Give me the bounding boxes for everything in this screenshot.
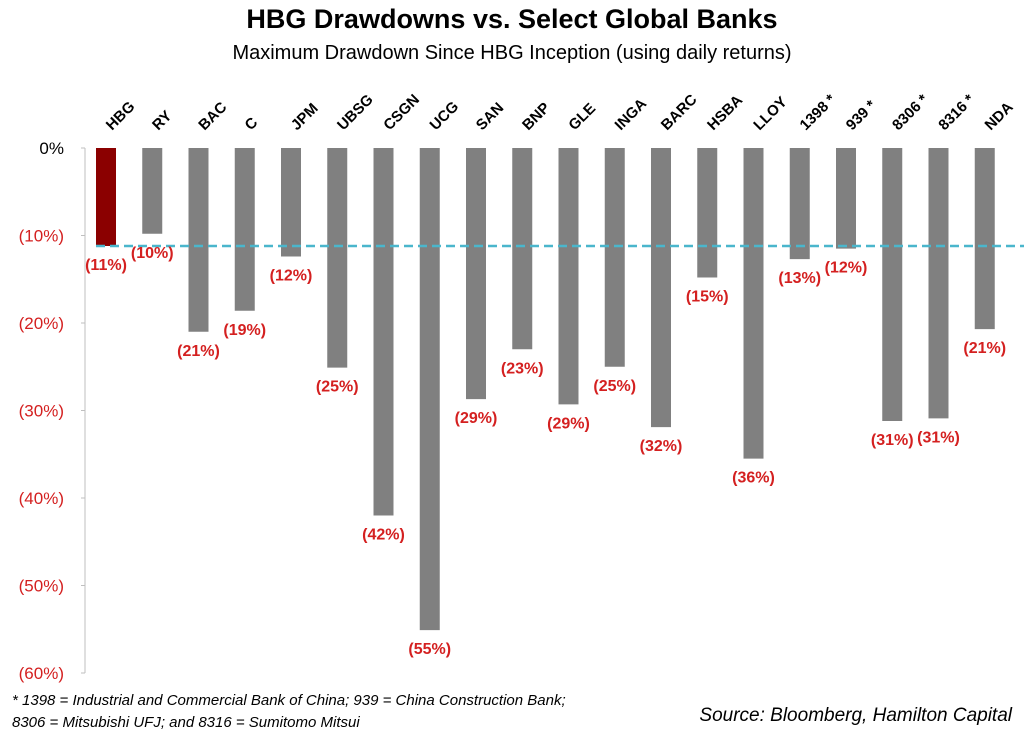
data-labels: (11%)(10%)(21%)(19%)(12%)(25%)(42%)(55%)…: [85, 245, 1006, 658]
y-tick-label: (20%): [19, 314, 64, 333]
category-label: 1398 *: [797, 91, 840, 134]
data-label: (10%): [131, 245, 174, 262]
footnote: * 1398 = Industrial and Commercial Bank …: [12, 690, 566, 734]
category-label: 939 *: [843, 97, 880, 134]
data-label: (36%): [732, 470, 775, 487]
category-label: BARC: [658, 91, 701, 134]
y-tick-label: (30%): [19, 402, 64, 421]
bar-san: [466, 148, 486, 400]
category-label: NDA: [982, 99, 1017, 134]
data-label: (25%): [316, 379, 359, 396]
data-label: (21%): [177, 343, 220, 360]
data-label: (25%): [593, 378, 636, 395]
chart-subtitle: Maximum Drawdown Since HBG Inception (us…: [232, 42, 792, 64]
category-label: UCG: [427, 98, 463, 134]
bar-hsba: [697, 148, 718, 278]
bar-gle: [558, 148, 579, 405]
category-label: BNP: [519, 99, 553, 133]
category-label: HSBA: [704, 92, 746, 134]
category-label: SAN: [473, 99, 507, 133]
bar-1398: [789, 148, 810, 260]
y-tick-label: (10%): [19, 227, 64, 246]
footnote-line-1: * 1398 = Industrial and Commercial Bank …: [12, 692, 566, 709]
category-label: C: [242, 114, 262, 134]
category-label: RY: [149, 107, 175, 133]
bar-bac: [188, 148, 209, 332]
source-note: Source: Bloomberg, Hamilton Capital: [699, 705, 1012, 726]
bar-ry: [142, 148, 163, 234]
bar-inga: [604, 148, 625, 367]
category-label: BAC: [195, 99, 230, 134]
bar-jpm: [281, 148, 301, 257]
category-label: LLOY: [750, 94, 790, 134]
bar-nda: [974, 148, 995, 330]
data-label: (31%): [917, 429, 960, 446]
bar-barc: [651, 148, 671, 428]
footnote-line-2: 8306 = Mitsubishi UFJ; and 8316 = Sumito…: [12, 714, 360, 731]
data-label: (32%): [640, 438, 683, 455]
data-label: (42%): [362, 527, 405, 544]
bar-8316: [928, 148, 949, 419]
y-tick-label: (50%): [19, 577, 64, 596]
category-label: 8316 *: [935, 91, 978, 134]
data-label: (15%): [686, 289, 729, 306]
data-label: (19%): [223, 322, 266, 339]
data-label: (11%): [85, 257, 127, 274]
y-tick-label: (60%): [19, 664, 64, 683]
bar-csgn: [373, 148, 394, 516]
category-label: JPM: [288, 100, 322, 134]
data-label: (21%): [963, 340, 1006, 357]
category-label: UBSG: [334, 91, 377, 134]
bar-hbg: [96, 148, 116, 246]
data-label: (31%): [871, 432, 914, 449]
category-label: 8306 *: [889, 91, 932, 134]
category-label: GLE: [565, 100, 599, 134]
category-label: HBG: [103, 98, 139, 134]
data-label: (23%): [501, 360, 544, 377]
bar-bnp: [512, 148, 533, 350]
bar-939: [836, 148, 856, 249]
category-labels: HBG RY BAC C JPM UBSG CSGN UCG SAN BNP GLE INGA BARC…: [103, 91, 1017, 134]
data-label: (29%): [547, 415, 590, 432]
bar-c: [234, 148, 255, 311]
y-axis: 0% (10%) (20%) (30%) (40%) (50%) (60%): [19, 139, 86, 683]
bar-8306: [882, 148, 903, 421]
y-tick-label: 0%: [39, 139, 64, 158]
bars: [96, 148, 995, 631]
data-label: (12%): [270, 268, 313, 285]
data-label: (13%): [778, 270, 821, 287]
data-label: (29%): [455, 410, 498, 427]
category-label: INGA: [612, 95, 651, 134]
y-tick-label: (40%): [19, 489, 64, 508]
data-label: (12%): [825, 260, 868, 277]
data-label: (55%): [408, 641, 451, 658]
category-label: CSGN: [380, 91, 423, 134]
bar-ubsg: [327, 148, 348, 368]
chart-title: HBG Drawdowns vs. Select Global Banks: [246, 4, 778, 34]
bar-lloy: [743, 148, 764, 459]
bar-ucg: [419, 148, 440, 631]
